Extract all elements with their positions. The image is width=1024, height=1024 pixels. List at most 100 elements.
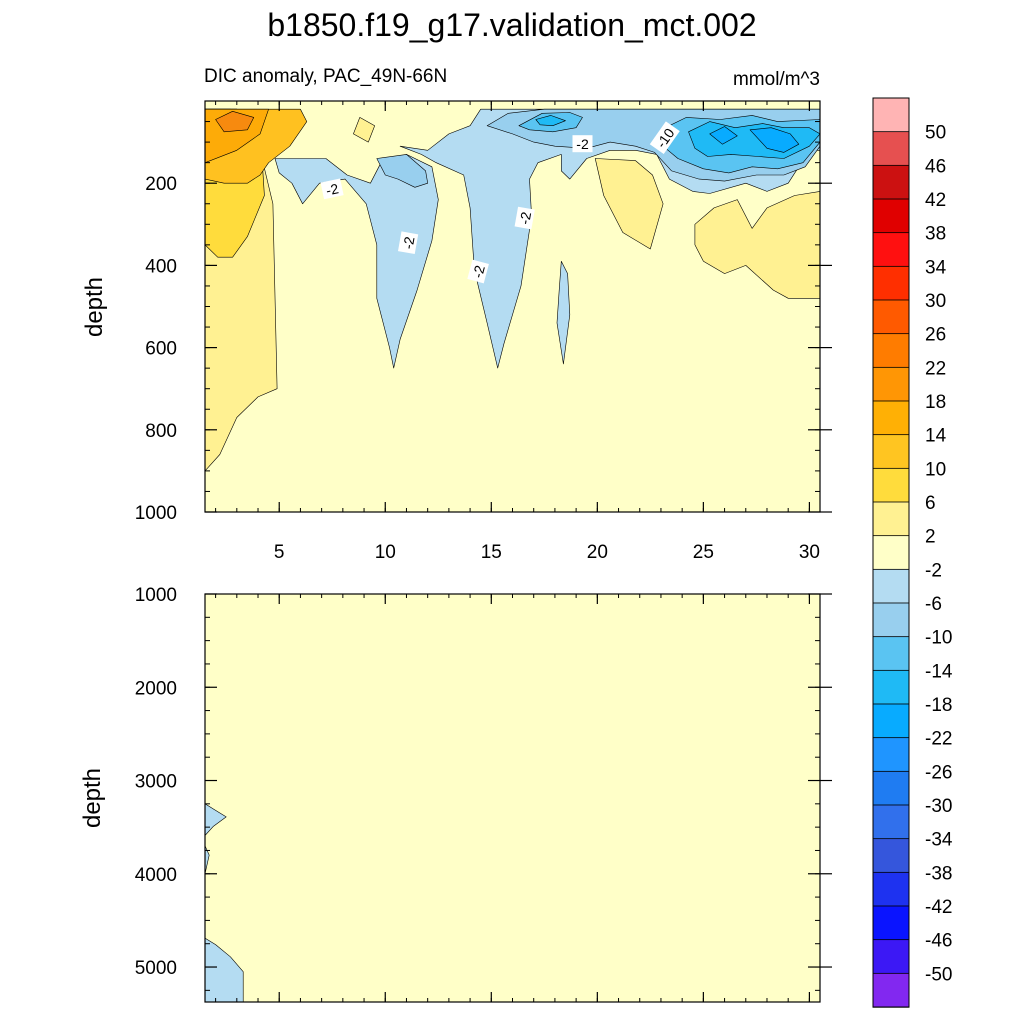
colorbar-swatch xyxy=(872,400,910,436)
contour-label: -2 xyxy=(514,206,535,230)
colorbar-label: 6 xyxy=(925,493,936,514)
contour-label: -2 xyxy=(398,231,419,255)
svg-text:-2: -2 xyxy=(576,136,589,152)
x-tick-label: 20 xyxy=(587,542,608,563)
colorbar-swatch xyxy=(872,434,910,470)
colorbar-label: -50 xyxy=(925,964,952,985)
contour-label: -2 xyxy=(467,259,489,284)
colorbar-label: -14 xyxy=(925,661,953,682)
colorbar-label: 38 xyxy=(925,224,946,245)
x-tick-label: 5 xyxy=(274,542,285,563)
bottom-panel: depth 1000 2000 3000 4000 5000 xyxy=(79,585,832,1003)
svg-text:-2: -2 xyxy=(324,180,340,198)
svg-text:-2: -2 xyxy=(516,210,534,225)
colorbar-swatch xyxy=(872,636,910,672)
colorbar-swatch xyxy=(872,366,910,402)
top-panel-units: mmol/m^3 xyxy=(733,69,820,90)
contour-region xyxy=(694,191,820,299)
contour-label: -2 xyxy=(572,135,593,153)
contour-region xyxy=(353,117,376,143)
y-tick-label: 3000 xyxy=(135,772,177,793)
colorbar-swatch xyxy=(872,871,910,907)
colorbar-label: -18 xyxy=(925,695,952,716)
colorbar-label: -22 xyxy=(925,729,952,750)
svg-text:-2: -2 xyxy=(400,235,418,250)
colorbar-swatch xyxy=(872,737,910,773)
contour-region xyxy=(535,115,566,126)
svg-text:-2: -2 xyxy=(469,263,488,279)
contour-region xyxy=(376,154,429,188)
top-panel: DIC anomaly, PAC_49N-66N mmol/m^3 depth … xyxy=(81,66,832,563)
contour-region xyxy=(205,937,244,1002)
colorbar-swatch xyxy=(872,535,910,571)
colorbar-label: 2 xyxy=(925,527,936,548)
colorbar-swatch xyxy=(872,602,910,638)
colorbar-swatch xyxy=(872,905,910,941)
colorbar-swatch xyxy=(872,669,910,705)
contour-region xyxy=(205,803,227,836)
colorbar-swatch xyxy=(872,198,910,234)
colorbar-label: 26 xyxy=(925,325,946,346)
colorbar-swatch xyxy=(872,232,910,268)
contour-region xyxy=(215,111,255,133)
colorbar-swatch xyxy=(872,770,910,806)
colorbar-label: 50 xyxy=(925,123,946,144)
colorbar-swatch xyxy=(872,568,910,604)
colorbar-swatch xyxy=(872,97,910,133)
y-tick-label: 200 xyxy=(145,174,177,195)
contour-region xyxy=(709,126,738,145)
colorbar-swatch xyxy=(872,467,910,503)
y-tick-label: 2000 xyxy=(135,678,177,699)
x-tick-label: 10 xyxy=(375,542,396,563)
colorbar-label: -2 xyxy=(925,560,942,581)
colorbar-label: -34 xyxy=(925,830,953,851)
colorbar-label: -42 xyxy=(925,897,952,918)
top-panel-subtitle: DIC anomaly, PAC_49N-66N xyxy=(204,66,447,87)
figure-title: b1850.f19_g17.validation_mct.002 xyxy=(267,7,756,43)
colorbar-swatch xyxy=(872,838,910,874)
y-tick-label: 600 xyxy=(145,339,177,360)
contour-region xyxy=(556,260,571,365)
y-tick-label: 1000 xyxy=(135,585,177,606)
colorbar-label: -46 xyxy=(925,931,952,952)
colorbar-swatch xyxy=(872,164,910,200)
contour-region xyxy=(749,127,800,153)
colorbar-label: -6 xyxy=(925,594,942,615)
colorbar-swatch xyxy=(872,939,910,975)
colorbar-label: 30 xyxy=(925,291,946,312)
y-tick-label: 4000 xyxy=(135,865,177,886)
colorbar-swatch xyxy=(872,804,910,840)
x-tick-label: 30 xyxy=(799,542,820,563)
colorbar-label: 18 xyxy=(925,392,946,413)
colorbar-swatch xyxy=(872,703,910,739)
colorbar-label: 10 xyxy=(925,459,946,480)
colorbar-swatch xyxy=(872,501,910,537)
colorbar-label: 34 xyxy=(925,257,947,278)
colorbar-swatch xyxy=(872,972,910,1008)
colorbar-swatch xyxy=(872,265,910,301)
colorbar-label: 22 xyxy=(925,358,946,379)
contour-region xyxy=(274,154,439,369)
contour-region xyxy=(594,158,664,250)
colorbar-label: 14 xyxy=(925,426,947,447)
colorbar-label: -30 xyxy=(925,796,952,817)
y-tick-label: 400 xyxy=(145,256,177,277)
colorbar-swatch xyxy=(872,131,910,167)
colorbar: 50 46 42 38 34 30 26 22 18 14 10 6 2 -2 -6 -10 -14 -18 -22… xyxy=(872,97,953,1008)
y-tick-label: 5000 xyxy=(135,958,177,979)
colorbar-label: 42 xyxy=(925,190,946,211)
colorbar-swatch xyxy=(872,299,910,335)
contour-label: -2 xyxy=(320,178,344,200)
bottom-panel-ylabel: depth xyxy=(79,768,106,828)
y-tick-label: 800 xyxy=(145,421,177,442)
y-tick-label: 1000 xyxy=(135,503,177,524)
x-tick-label: 15 xyxy=(481,542,502,563)
colorbar-swatch xyxy=(872,333,910,369)
bottom-plot-background xyxy=(205,594,820,1002)
colorbar-label: -26 xyxy=(925,762,952,783)
x-tick-label: 25 xyxy=(693,542,714,563)
colorbar-label: 46 xyxy=(925,156,946,177)
colorbar-label: -10 xyxy=(925,628,952,649)
colorbar-label: -38 xyxy=(925,863,952,884)
